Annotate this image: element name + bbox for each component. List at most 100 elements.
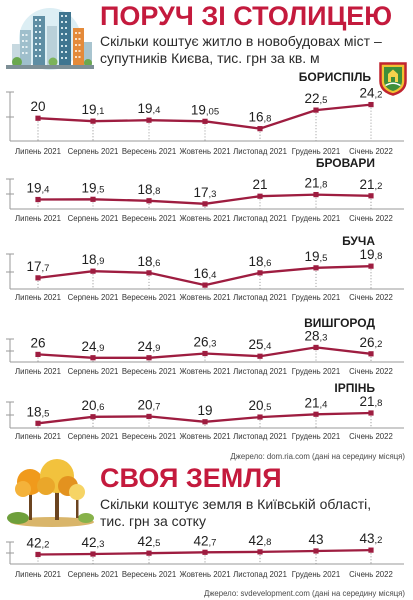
data-label-decimal: ,05: [206, 106, 219, 117]
x-tick-label: Жовтень 2021: [179, 432, 230, 441]
data-label-decimal: ,3: [97, 539, 105, 550]
data-label-decimal: ,9: [97, 256, 105, 267]
data-label-integer: 19: [360, 247, 375, 262]
x-tick-label: Січень 2022: [349, 570, 393, 579]
data-label: 24,2: [360, 86, 383, 101]
data-point: [202, 419, 208, 425]
housing-subtitle: Скільки коштує житло в новобудовах міст …: [100, 33, 382, 67]
data-label-decimal: ,8: [375, 251, 383, 262]
data-label-integer: 21: [252, 177, 267, 192]
x-tick-label: Вересень 2021: [122, 147, 176, 156]
land-header: СВОЯ ЗЕМЛЯ Скільки коштує земля в Київсь…: [0, 454, 413, 534]
x-tick-label: Серпень 2021: [68, 214, 119, 223]
x-tick-label: Серпень 2021: [68, 147, 119, 156]
data-point: [35, 420, 41, 426]
data-label: 18,8: [138, 182, 161, 197]
data-label: 24,9: [138, 339, 161, 354]
data-label: 19,4: [138, 101, 161, 116]
data-label-decimal: ,2: [375, 339, 383, 350]
data-label: 42,3: [82, 535, 105, 550]
data-label-decimal: ,4: [153, 105, 161, 116]
data-point: [368, 410, 374, 416]
data-label-decimal: ,3: [209, 339, 217, 350]
data-point: [313, 411, 319, 417]
data-label-decimal: ,6: [153, 258, 161, 269]
data-label-decimal: ,9: [153, 343, 161, 354]
data-label: 17,3: [194, 185, 217, 200]
data-label: 19,5: [82, 180, 105, 195]
data-label: 21,4: [305, 395, 328, 410]
data-point: [35, 115, 41, 121]
x-tick-label: Грудень 2021: [292, 432, 340, 441]
chart-bucha: БУЧА 17,718,9 18,616,418,6 19,5 19,8Липень …: [6, 234, 404, 302]
x-tick-label: Серпень 2021: [68, 367, 119, 376]
data-label-integer: 18: [82, 252, 97, 267]
data-label-decimal: ,8: [264, 114, 272, 125]
data-label: 43: [308, 532, 323, 547]
land-subtitle: Скільки коштує земля в Київській області…: [100, 496, 371, 530]
data-label: 16,8: [249, 110, 272, 125]
data-point: [257, 353, 263, 359]
data-label-integer: 19: [27, 181, 42, 196]
data-point: [313, 191, 319, 198]
data-label-integer: 17: [194, 185, 209, 200]
x-tick-label: Січень 2022: [349, 367, 393, 376]
data-label-decimal: ,6: [97, 402, 105, 413]
data-label-integer: 20: [82, 398, 97, 413]
x-tick-label: Листопад 2021: [233, 214, 287, 223]
data-label-decimal: ,9: [97, 343, 105, 354]
x-tick-label: Листопад 2021: [233, 570, 287, 579]
data-label: 20,5: [249, 398, 272, 413]
data-label-decimal: ,5: [320, 253, 328, 264]
x-tick-label: Жовтень 2021: [179, 214, 230, 223]
x-tick-label: Липень 2021: [15, 147, 61, 156]
data-point: [368, 547, 374, 553]
data-point: [257, 193, 263, 199]
data-label-decimal: ,2: [375, 535, 383, 546]
x-tick-label: Грудень 2021: [292, 147, 340, 156]
data-point: [257, 414, 263, 420]
chart-irpin: ІРПІНЬ 18,520,6 20,7 19 20,5 21,4 21,8Липень …: [6, 381, 404, 441]
data-label: 19: [197, 403, 212, 418]
data-label: 19,1: [82, 102, 105, 117]
housing-subtitle-line-2: супутників Києва, тис. грн за кв. м: [100, 50, 320, 66]
data-label: 21,2: [360, 177, 383, 192]
x-tick-label: Жовтень 2021: [179, 570, 230, 579]
x-tick-label: Серпень 2021: [68, 570, 119, 579]
data-label-decimal: ,3: [209, 189, 217, 200]
data-label-integer: 21: [360, 177, 375, 192]
data-point: [146, 198, 152, 204]
autumn-trees-icon: [7, 459, 94, 527]
x-tick-label: Серпень 2021: [68, 432, 119, 441]
x-tick-label: Липень 2021: [15, 293, 61, 302]
data-label: 18,6: [249, 254, 272, 269]
data-label-decimal: ,2: [42, 540, 50, 551]
data-point: [146, 413, 152, 420]
data-label-integer: 19: [82, 102, 97, 117]
x-tick-label: Серпень 2021: [68, 293, 119, 302]
chart-title: БРОВАРИ: [316, 156, 375, 170]
chart-title: ІРПІНЬ: [334, 381, 375, 395]
data-point: [90, 551, 96, 557]
x-tick-label: Липень 2021: [15, 570, 61, 579]
chart-title: БУЧА: [342, 234, 375, 248]
chart-vyshhorod: ВИШГОРОД 26 24,9 24,9 26,3 25,428,3 26,2Липен…: [6, 316, 404, 376]
data-label-decimal: ,5: [97, 184, 105, 195]
data-label-decimal: ,8: [375, 398, 383, 409]
data-label: 26,3: [194, 335, 217, 350]
data-label: 25,4: [249, 337, 272, 352]
data-label-integer: 21: [360, 394, 375, 409]
data-label-decimal: ,4: [264, 341, 272, 352]
data-label-decimal: ,5: [320, 95, 328, 106]
data-label-integer: 19: [305, 249, 320, 264]
data-point: [313, 344, 319, 351]
land-source: Джерело: svdevelopment.com (дані на сере…: [204, 589, 405, 598]
x-tick-label: Жовтень 2021: [179, 367, 230, 376]
housing-source: Джерело: dom.ria.com (дані на середину м…: [230, 452, 405, 461]
data-label-integer: 16: [194, 266, 209, 281]
